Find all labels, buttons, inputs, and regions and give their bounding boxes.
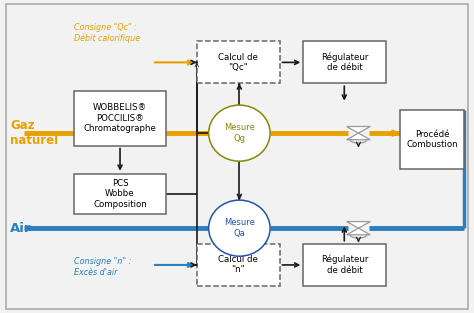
Text: Consigne "n" :
Excès d'air: Consigne "n" : Excès d'air [74,257,131,277]
FancyBboxPatch shape [74,174,166,214]
Polygon shape [346,222,370,228]
Text: Régulateur
de débit: Régulateur de débit [321,255,368,275]
Text: WOBBELIS®
POCCILIS®
Chromatographe: WOBBELIS® POCCILIS® Chromatographe [83,103,156,133]
Text: Consigne "Qc" :
Débit calorifique: Consigne "Qc" : Débit calorifique [74,23,140,44]
Text: Régulateur
de débit: Régulateur de débit [321,52,368,72]
Text: Gaz
naturel: Gaz naturel [10,119,58,147]
Text: Procédé
Combustion: Procédé Combustion [406,130,458,149]
FancyBboxPatch shape [74,91,166,146]
Text: PCS
Wobbe
Composition: PCS Wobbe Composition [93,179,147,209]
Text: Calcul de
"n": Calcul de "n" [218,255,258,275]
Ellipse shape [209,105,270,161]
FancyBboxPatch shape [197,244,280,286]
FancyBboxPatch shape [303,41,386,83]
Polygon shape [346,228,370,235]
FancyBboxPatch shape [303,244,386,286]
FancyBboxPatch shape [197,41,280,83]
Text: Mesure
Qg: Mesure Qg [224,123,255,143]
Text: Calcul de
"Qc": Calcul de "Qc" [218,53,258,72]
FancyBboxPatch shape [400,110,464,169]
Text: Air: Air [10,222,32,235]
Text: Mesure
Qa: Mesure Qa [224,218,255,238]
Ellipse shape [209,200,270,256]
Polygon shape [346,126,370,133]
Polygon shape [346,133,370,140]
